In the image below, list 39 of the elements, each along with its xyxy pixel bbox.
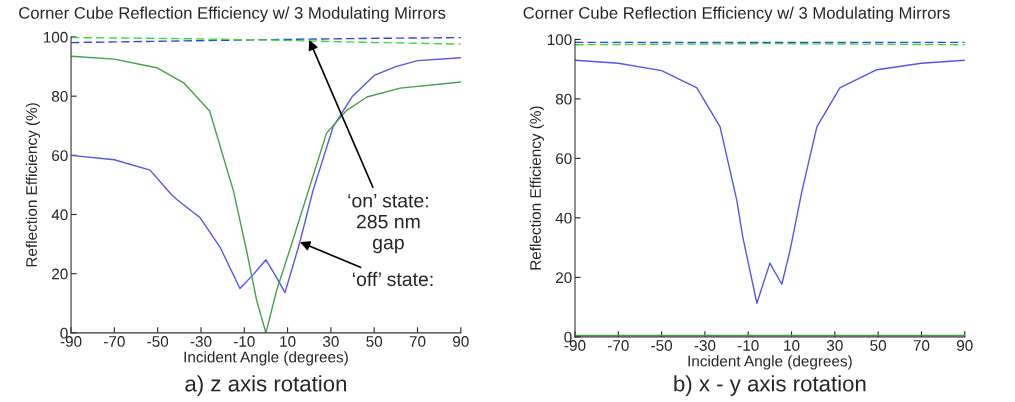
x-tick-label: 30 [322, 336, 339, 347]
text: b) x - y axis rotation [674, 375, 866, 396]
annotation: ‘on’ state: 285 nm gap [348, 193, 428, 254]
y-tick-label: 40 [51, 209, 68, 221]
x-tick-label: -30 [190, 336, 212, 347]
x-tick-label: 10 [280, 336, 296, 347]
y-tick-label: 20 [556, 272, 572, 284]
x-axis-title: Incident Angle (degrees) [184, 351, 348, 366]
y-tick-label: 100 [43, 31, 68, 43]
x-tick-label: -50 [147, 336, 169, 347]
x-tick-label: -50 [651, 340, 673, 351]
x-tick-label: 10 [784, 340, 800, 351]
annotation: ‘off’ state: [352, 271, 433, 287]
y-axis-title: Reflection Efficiency (%) [529, 106, 544, 270]
x-axis-title: Incident Angle (degrees) [688, 355, 852, 370]
x-tick-label: -70 [607, 340, 629, 351]
y-tick-label: 40 [555, 212, 572, 224]
y-tick-label: 80 [555, 93, 572, 105]
x-tick-label: -30 [694, 340, 716, 351]
x-tick-label: 70 [409, 336, 426, 347]
text: a) z axis rotation [185, 375, 347, 396]
x-tick-label: 50 [870, 340, 887, 351]
x-tick-label: -10 [233, 336, 255, 347]
y-tick-label: 60 [556, 153, 572, 165]
y-tick-label: 20 [52, 268, 68, 280]
y-tick-label: 80 [51, 91, 68, 102]
x-tick-label: -70 [104, 336, 125, 347]
x-tick-label: 50 [366, 336, 383, 347]
x-tick-label: 30 [826, 340, 843, 351]
x-tick-label: -10 [737, 340, 759, 351]
chart-title: Corner Cube Reflection Efficiency w/ 3 Modulating Mirrors [523, 6, 950, 23]
y-tick-label: 100 [547, 34, 572, 46]
x-tick-label: 90 [956, 340, 973, 351]
x-tick-label: 70 [913, 340, 930, 351]
chart-title: Corner Cube Reflection Efficiency w/ 3 Modulating Mirrors [19, 6, 446, 23]
y-tick-label: 60 [52, 150, 68, 162]
x-tick-label: 90 [453, 336, 469, 347]
line-series [575, 59, 965, 304]
y-axis-title: Reflection Efficiency (%) [25, 103, 41, 267]
